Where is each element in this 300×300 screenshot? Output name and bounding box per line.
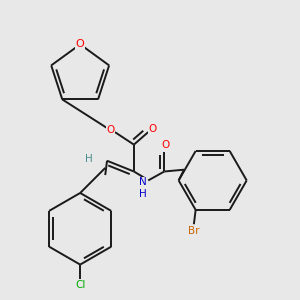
Text: H: H	[139, 189, 147, 199]
Text: N: N	[139, 177, 147, 187]
Text: Br: Br	[188, 226, 200, 236]
Text: O: O	[76, 39, 85, 50]
Text: O: O	[106, 125, 115, 135]
Text: O: O	[161, 140, 169, 150]
Text: H: H	[85, 154, 93, 164]
Text: O: O	[148, 124, 157, 134]
Text: Cl: Cl	[75, 280, 86, 290]
